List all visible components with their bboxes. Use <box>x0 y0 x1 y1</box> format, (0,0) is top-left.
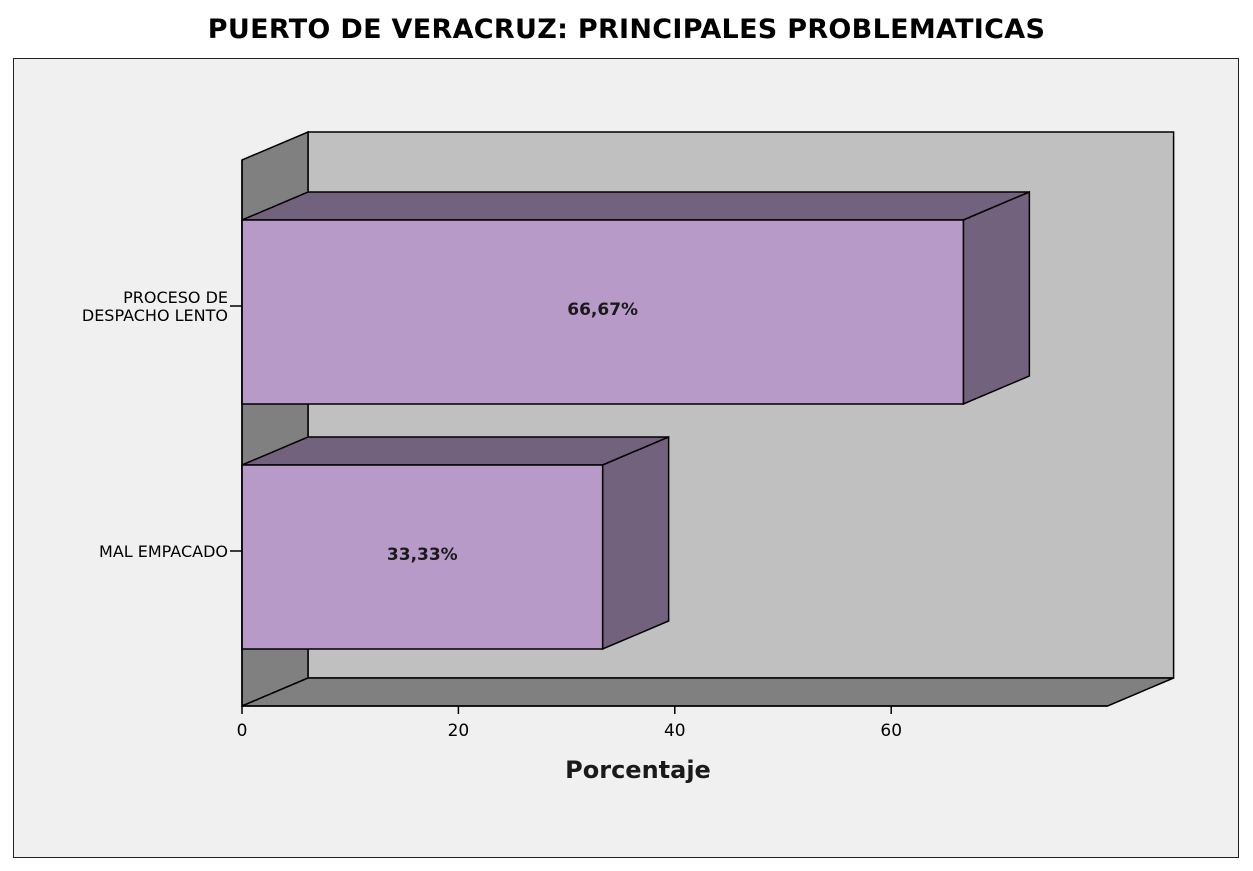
category-label: DESPACHO LENTO <box>82 306 228 325</box>
x-tick-label: 60 <box>880 721 902 741</box>
bar-front-face <box>241 464 604 650</box>
bar-side-face <box>601 435 670 651</box>
bar-series: 66,67% 33,33% <box>241 190 1031 651</box>
data-label: 66,67% <box>567 300 638 320</box>
x-axis-title: Porcentaje <box>565 756 711 784</box>
bar-1: 66,67% <box>241 190 1031 406</box>
category-label: PROCESO DE <box>123 288 228 307</box>
bar-2: 33,33% <box>241 435 670 651</box>
x-tick-label: 20 <box>448 721 470 741</box>
x-tick-label: 0 <box>237 721 248 741</box>
bar-front-face <box>241 219 965 405</box>
floor-wall <box>241 677 1174 707</box>
bar-top-face <box>241 436 669 466</box>
category-label: MAL EMPACADO <box>99 542 228 561</box>
bar-side-face <box>962 190 1031 406</box>
data-label: 33,33% <box>387 545 458 565</box>
bar-top-face <box>241 191 1030 221</box>
chart-title: PUERTO DE VERACRUZ: PRINCIPALES PROBLEMA… <box>207 14 1046 45</box>
x-tick-label: 40 <box>664 721 686 741</box>
